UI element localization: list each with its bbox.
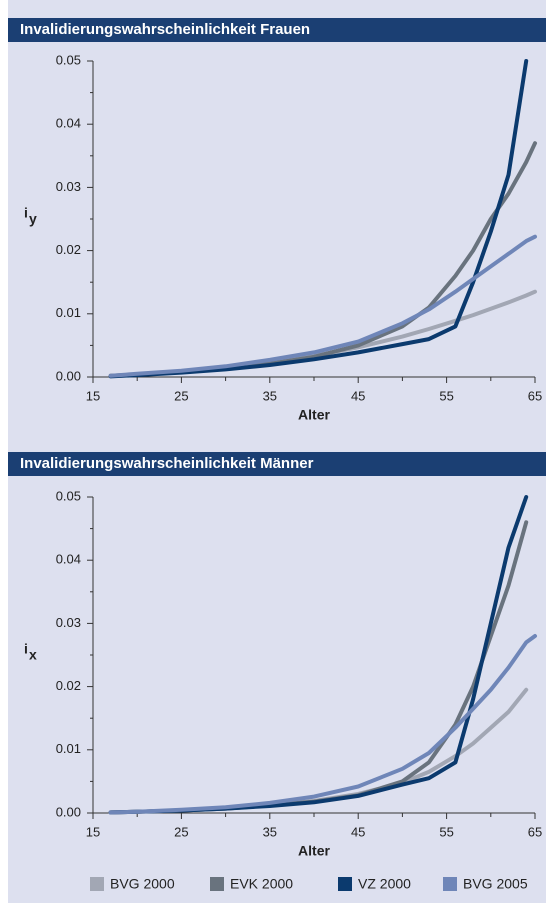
chart-title: Invalidierungswahrscheinlichkeit Frauen	[20, 21, 310, 38]
y-tick-label: 0.01	[56, 741, 81, 756]
x-tick-label: 35	[263, 824, 277, 839]
y-axis-label-sub: x	[29, 647, 37, 663]
x-tick-label: 25	[174, 824, 188, 839]
y-tick-label: 0.02	[56, 678, 81, 693]
x-tick-label: 15	[86, 824, 100, 839]
x-tick-label: 35	[263, 388, 277, 403]
x-tick-label: 45	[351, 824, 365, 839]
legend-label: BVG 2005	[463, 876, 528, 892]
y-tick-label: 0.04	[56, 552, 81, 567]
chart-title: Invalidierungswahrscheinlichkeit Männer	[20, 455, 314, 472]
y-axis-label-sub: y	[29, 211, 37, 227]
y-tick-label: 0.03	[56, 615, 81, 630]
x-tick-label: 45	[351, 388, 365, 403]
x-axis-label: Alter	[298, 843, 330, 859]
background	[8, 0, 546, 903]
legend-swatch	[90, 877, 104, 891]
y-tick-label: 0.04	[56, 116, 81, 131]
y-tick-label: 0.05	[56, 52, 81, 67]
y-axis-label: i	[24, 205, 28, 221]
header-bar	[8, 452, 546, 476]
series-line	[108, 634, 537, 815]
y-tick-label: 0.01	[56, 305, 81, 320]
legend-swatch	[210, 877, 224, 891]
y-tick-label: 0.05	[56, 488, 81, 503]
series-line	[108, 59, 529, 379]
series-line	[108, 234, 537, 378]
y-tick-label: 0.02	[56, 242, 81, 257]
legend-swatch	[443, 877, 457, 891]
x-tick-label: 65	[528, 388, 542, 403]
y-tick-label: 0.03	[56, 179, 81, 194]
y-tick-label: 0.00	[56, 804, 81, 819]
x-tick-label: 55	[439, 388, 453, 403]
legend-label: BVG 2000	[110, 876, 175, 892]
x-tick-label: 55	[439, 824, 453, 839]
legend-swatch	[338, 877, 352, 891]
x-tick-label: 25	[174, 388, 188, 403]
legend-label: VZ 2000	[358, 876, 411, 892]
x-axis-label: Alter	[298, 407, 330, 423]
x-tick-label: 15	[86, 388, 100, 403]
y-tick-label: 0.00	[56, 368, 81, 383]
legend-label: EVK 2000	[230, 876, 293, 892]
y-axis-label: i	[24, 641, 28, 657]
x-tick-label: 65	[528, 824, 542, 839]
header-bar	[8, 18, 546, 42]
